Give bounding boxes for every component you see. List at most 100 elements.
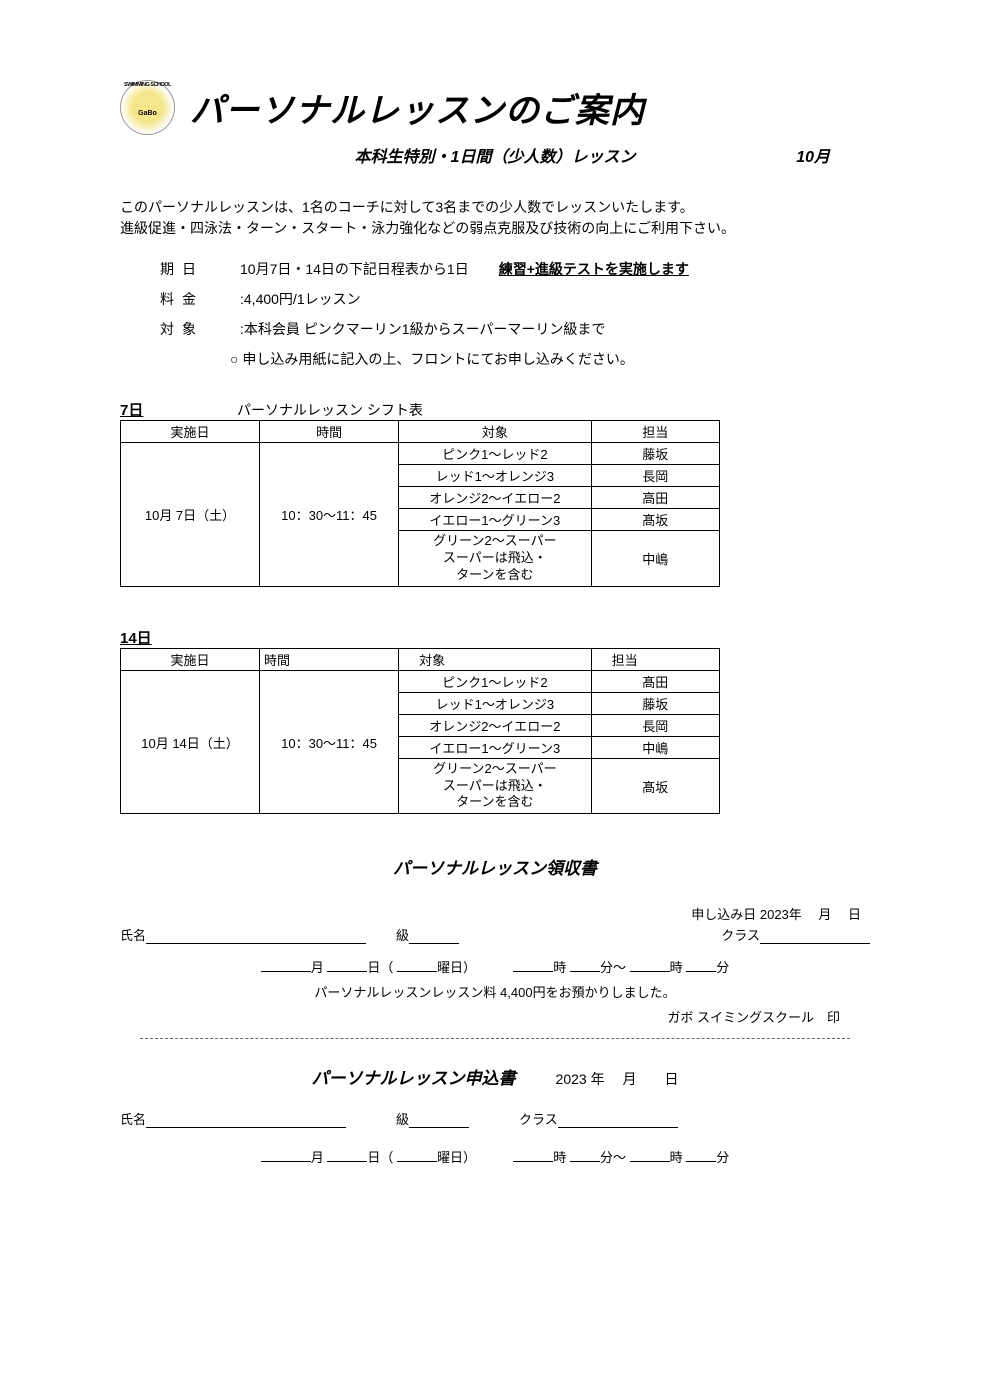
target-cell: グリーン2～スーパー スーパーは飛込・ ターンを含む — [399, 758, 592, 814]
period-label: 期日 — [160, 259, 240, 279]
target-cell: ピンク1～レッド2 — [399, 443, 592, 465]
grade-field[interactable] — [409, 928, 459, 944]
schedule-table-1: 実施日 時間 対象 担当 10月 7日（土） 10：30～11：45 ピンク1～… — [120, 420, 720, 587]
staff-cell: 中嶋 — [591, 736, 719, 758]
name-field[interactable] — [146, 1112, 346, 1128]
col-staff: 担当 — [591, 648, 719, 670]
fee-line: パーソナルレッスンレッスン料 4,400円をお預かりしました。 — [120, 982, 870, 1001]
col-target: 対象 — [399, 648, 592, 670]
class-field[interactable] — [760, 928, 870, 944]
class-label: クラス — [519, 1109, 558, 1128]
datetime-line: 月 日（ 曜日） 時 分～ 時 分 — [120, 956, 870, 976]
staff-cell: 藤坂 — [591, 443, 719, 465]
application-title: パーソナルレッスン申込書 — [312, 1064, 516, 1089]
subtitle-row: 本科生特別・1日間（少人数）レッスン 10月 — [120, 143, 870, 167]
day-label: 14日 — [120, 627, 152, 648]
school-logo-icon: GaBo — [120, 80, 175, 135]
datetime-line: 月 日（ 曜日） 時 分～ 時 分 — [120, 1146, 870, 1166]
date-cell: 10月 7日（土） — [121, 443, 260, 587]
target-cell: オレンジ2～イエロー2 — [399, 714, 592, 736]
target-cell: イエロー1～グリーン3 — [399, 736, 592, 758]
application-form: 氏名 級 クラス 月 日（ 曜日） 時 分～ 時 分 — [120, 1109, 870, 1166]
schedule-table-2: 実施日 時間 対象 担当 10月 14日（土） 10：30～11：45 ピンク1… — [120, 648, 720, 815]
target-cell: イエロー1～グリーン3 — [399, 509, 592, 531]
application-header: パーソナルレッスン申込書 2023 年 月 日 — [120, 1064, 870, 1089]
details: 期日 10月7日・14日の下記日程表から1日 練習+進級テストを実施します 料金… — [120, 259, 870, 369]
col-time: 時間 — [260, 648, 399, 670]
min2-field[interactable] — [686, 1146, 716, 1162]
header: GaBo パーソナルレッスンのご案内 — [120, 80, 870, 135]
table-title: パーソナルレッスン シフト表 — [237, 400, 423, 420]
staff-cell: 藤坂 — [591, 692, 719, 714]
staff-cell: 中嶋 — [591, 531, 719, 587]
grade-label: 級 — [396, 1109, 409, 1128]
intro-line: このパーソナルレッスンは、1名のコーチに対して3名までの少人数でレッスンいたしま… — [120, 197, 870, 218]
time-cell: 10：30～11：45 — [260, 670, 399, 814]
day-field[interactable] — [327, 1146, 367, 1162]
day-label: 7日 — [120, 399, 143, 420]
receipt-title: パーソナルレッスン領収書 — [120, 854, 870, 879]
divider — [140, 1038, 850, 1039]
month-field[interactable] — [261, 1146, 311, 1162]
apply-note: ○ 申し込み用紙に記入の上、フロントにてお申し込みください。 — [160, 349, 870, 369]
school-name: ガボ スイミングスクール 印 — [120, 1007, 870, 1026]
staff-cell: 長岡 — [591, 465, 719, 487]
col-date: 実施日 — [121, 648, 260, 670]
weekday-field[interactable] — [397, 956, 437, 972]
target-cell: グリーン2～スーパー スーパーは飛込・ ターンを含む — [399, 531, 592, 587]
hour-field[interactable] — [513, 1146, 553, 1162]
table-row: 10月 7日（土） 10：30～11：45 ピンク1～レッド2 藤坂 — [121, 443, 720, 465]
subtitle: 本科生特別・1日間（少人数）レッスン — [355, 143, 636, 167]
target-label: 対象 — [160, 319, 240, 339]
target-cell: オレンジ2～イエロー2 — [399, 487, 592, 509]
weekday-field[interactable] — [397, 1146, 437, 1162]
intro-text: このパーソナルレッスンは、1名のコーチに対して3名までの少人数でレッスンいたしま… — [120, 197, 870, 239]
month-label: 10月 — [796, 143, 830, 167]
application-date: 2023 年 月 日 — [556, 1069, 679, 1089]
col-target: 対象 — [399, 421, 592, 443]
target-cell: ピンク1～レッド2 — [399, 670, 592, 692]
date-cell: 10月 14日（土） — [121, 670, 260, 814]
hour2-field[interactable] — [630, 1146, 670, 1162]
fee-value: :4,400円/1レッスン — [240, 289, 361, 309]
name-label: 氏名 — [120, 1109, 146, 1128]
period-value: 10月7日・14日の下記日程表から1日 — [240, 259, 469, 279]
notice-text: 練習+進級テストを実施します — [499, 259, 689, 279]
table-header-row: 実施日 時間 対象 担当 — [121, 648, 720, 670]
staff-cell: 長岡 — [591, 714, 719, 736]
page-title: パーソナルレッスンのご案内 — [190, 83, 645, 132]
month-field[interactable] — [261, 956, 311, 972]
name-label: 氏名 — [120, 925, 146, 944]
min-field[interactable] — [570, 956, 600, 972]
staff-cell: 髙坂 — [591, 758, 719, 814]
staff-cell: 髙田 — [591, 670, 719, 692]
col-time: 時間 — [260, 421, 399, 443]
min2-field[interactable] — [686, 956, 716, 972]
name-field[interactable] — [146, 928, 366, 944]
table-header-row: 実施日 時間 対象 担当 — [121, 421, 720, 443]
logo-text: GaBo — [138, 110, 157, 117]
day-field[interactable] — [327, 956, 367, 972]
staff-cell: 髙坂 — [591, 509, 719, 531]
col-staff: 担当 — [591, 421, 719, 443]
min-field[interactable] — [570, 1146, 600, 1162]
receipt-form: 氏名 級 申し込み日 2023年 月 日 クラス 月 日（ 曜日） 時 分～ 時… — [120, 904, 870, 1026]
class-field[interactable] — [558, 1112, 678, 1128]
target-cell: レッド1～オレンジ3 — [399, 465, 592, 487]
class-label: クラス — [721, 925, 760, 944]
grade-label: 級 — [396, 925, 409, 944]
target-cell: レッド1～オレンジ3 — [399, 692, 592, 714]
target-value: :本科会員 ピンクマーリン1級からスーパーマーリン級まで — [240, 319, 605, 339]
fee-label: 料金 — [160, 289, 240, 309]
intro-line: 進級促進・四泳法・ターン・スタート・泳力強化などの弱点克服及び技術の向上にご利用… — [120, 218, 870, 239]
col-date: 実施日 — [121, 421, 260, 443]
table2-header: 14日 — [120, 627, 870, 648]
hour2-field[interactable] — [630, 956, 670, 972]
grade-field[interactable] — [409, 1112, 469, 1128]
hour-field[interactable] — [513, 956, 553, 972]
staff-cell: 高田 — [591, 487, 719, 509]
table1-header: 7日 パーソナルレッスン シフト表 — [120, 399, 870, 420]
table-row: 10月 14日（土） 10：30～11：45 ピンク1～レッド2 髙田 — [121, 670, 720, 692]
time-cell: 10：30～11：45 — [260, 443, 399, 587]
apply-date-label: 申し込み日 2023年 月 日 — [691, 904, 870, 923]
